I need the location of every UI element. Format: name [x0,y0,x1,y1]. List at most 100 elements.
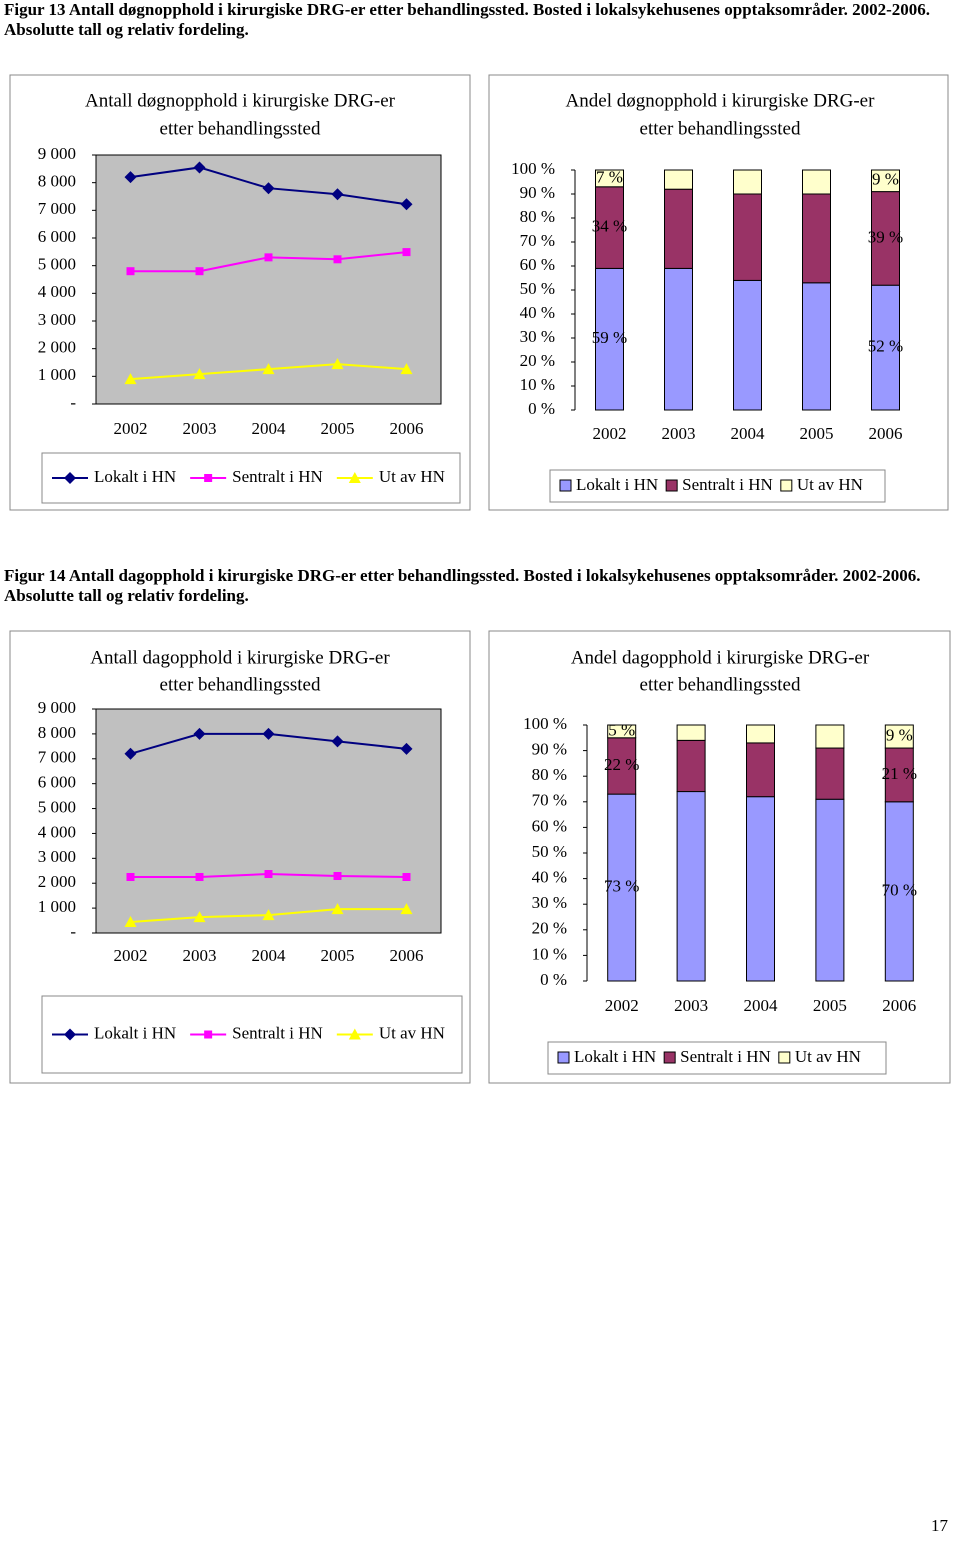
bar-segment [664,188,693,269]
bar-segment [676,791,706,982]
bar-segment [733,169,762,195]
value-label: 21 % [882,764,917,783]
bar-segment [595,169,624,188]
x-tick-label: 2002 [593,424,627,443]
bar-segment [815,747,845,800]
marker [124,916,137,928]
y-tick-label: 4 000 [38,822,76,841]
x-tick-label: 2006 [882,996,916,1015]
legend-frame [41,452,461,504]
chart-title: Antall dagopphold i kirurgiske DRG-er [90,647,390,668]
y-tick-label: 8 000 [38,172,76,191]
marker [193,161,206,174]
bar-segment [607,724,637,739]
legend-label: Ut av HN [797,475,863,494]
legend-label: Lokalt i HN [574,1047,656,1066]
marker [348,1028,361,1040]
x-tick-label: 2002 [605,996,639,1015]
x-tick-label: 2006 [390,419,424,438]
page-number: 17 [931,1516,948,1535]
bar-segment [871,284,900,411]
marker [204,1030,213,1039]
bar-segment [802,193,831,284]
y-tick-label: - [70,393,76,412]
y-tick-label: 60 % [520,255,555,274]
y-tick-label: 50 % [520,279,555,298]
bar-segment [733,279,762,411]
marker [400,742,413,755]
bar-segment [664,169,693,190]
bar-segment [595,267,624,411]
bar-segment [884,747,914,803]
y-tick-label: 2 000 [38,338,76,357]
legend-label: Ut av HN [379,1023,445,1042]
marker [195,267,204,276]
value-label: 73 % [604,876,639,895]
bar-segment [884,801,914,982]
x-tick-label: 2004 [252,419,287,438]
y-tick-label: 40 % [520,303,555,322]
marker [193,368,206,380]
legend-frame [547,1041,887,1075]
bar-segment [746,742,775,798]
marker [262,727,275,740]
bar-segment [664,267,693,411]
marker [262,909,275,921]
y-tick-label: 8 000 [38,723,76,742]
legend-label: Lokalt i HN [576,475,658,494]
value-label: 52 % [868,337,903,356]
y-tick-label: 80 % [520,207,555,226]
marker [262,182,275,195]
y-tick-label: 5 000 [38,797,76,816]
bar-segment [733,193,762,281]
marker [193,911,206,923]
plot-area [95,154,442,405]
x-tick-label: 2004 [744,996,779,1015]
legend-label: Lokalt i HN [94,1023,176,1042]
y-tick-label: 9 000 [38,698,76,717]
marker [331,735,344,748]
x-tick-label: 2005 [813,996,847,1015]
x-tick-label: 2004 [731,424,766,443]
bar-segment [595,186,624,269]
y-tick-label: 100 % [523,714,567,733]
marker [400,363,413,375]
y-tick-label: 70 % [520,231,555,250]
y-tick-label: 7 000 [38,199,76,218]
y-tick-label: 100 % [511,159,555,178]
legend-swatch [663,1051,676,1064]
y-tick-label: 10 % [532,944,567,963]
x-tick-label: 2003 [662,424,696,443]
bar-segment [802,169,831,195]
bar-segment [871,191,900,286]
marker [348,472,361,483]
chart-frame [488,630,951,1084]
y-tick-label: 7 000 [38,748,76,767]
chart-title: etter behandlingssted [640,674,801,695]
bar-segment [607,793,637,982]
value-label: 9 % [886,725,913,744]
value-label: 59 % [592,328,627,347]
x-tick-label: 2002 [114,946,148,965]
bar-segment [676,724,706,741]
y-tick-label: 40 % [532,868,567,887]
x-tick-label: 2005 [321,946,355,965]
bar-segment [871,169,900,193]
marker [331,188,344,201]
legend-swatch [665,479,678,492]
y-tick-label: 0 % [540,970,567,989]
legend-swatch [559,479,572,492]
y-tick-label: 4 000 [38,282,76,301]
y-tick-label: 3 000 [38,847,76,866]
marker [400,903,413,915]
marker [333,255,342,264]
marker [264,870,273,879]
y-tick-label: 1 000 [38,365,76,384]
value-label: 34 % [592,217,627,236]
marker [126,267,135,276]
y-tick-label: 3 000 [38,310,76,329]
marker [64,472,76,484]
plot-area [95,708,442,934]
y-tick-label: 0 % [528,399,555,418]
